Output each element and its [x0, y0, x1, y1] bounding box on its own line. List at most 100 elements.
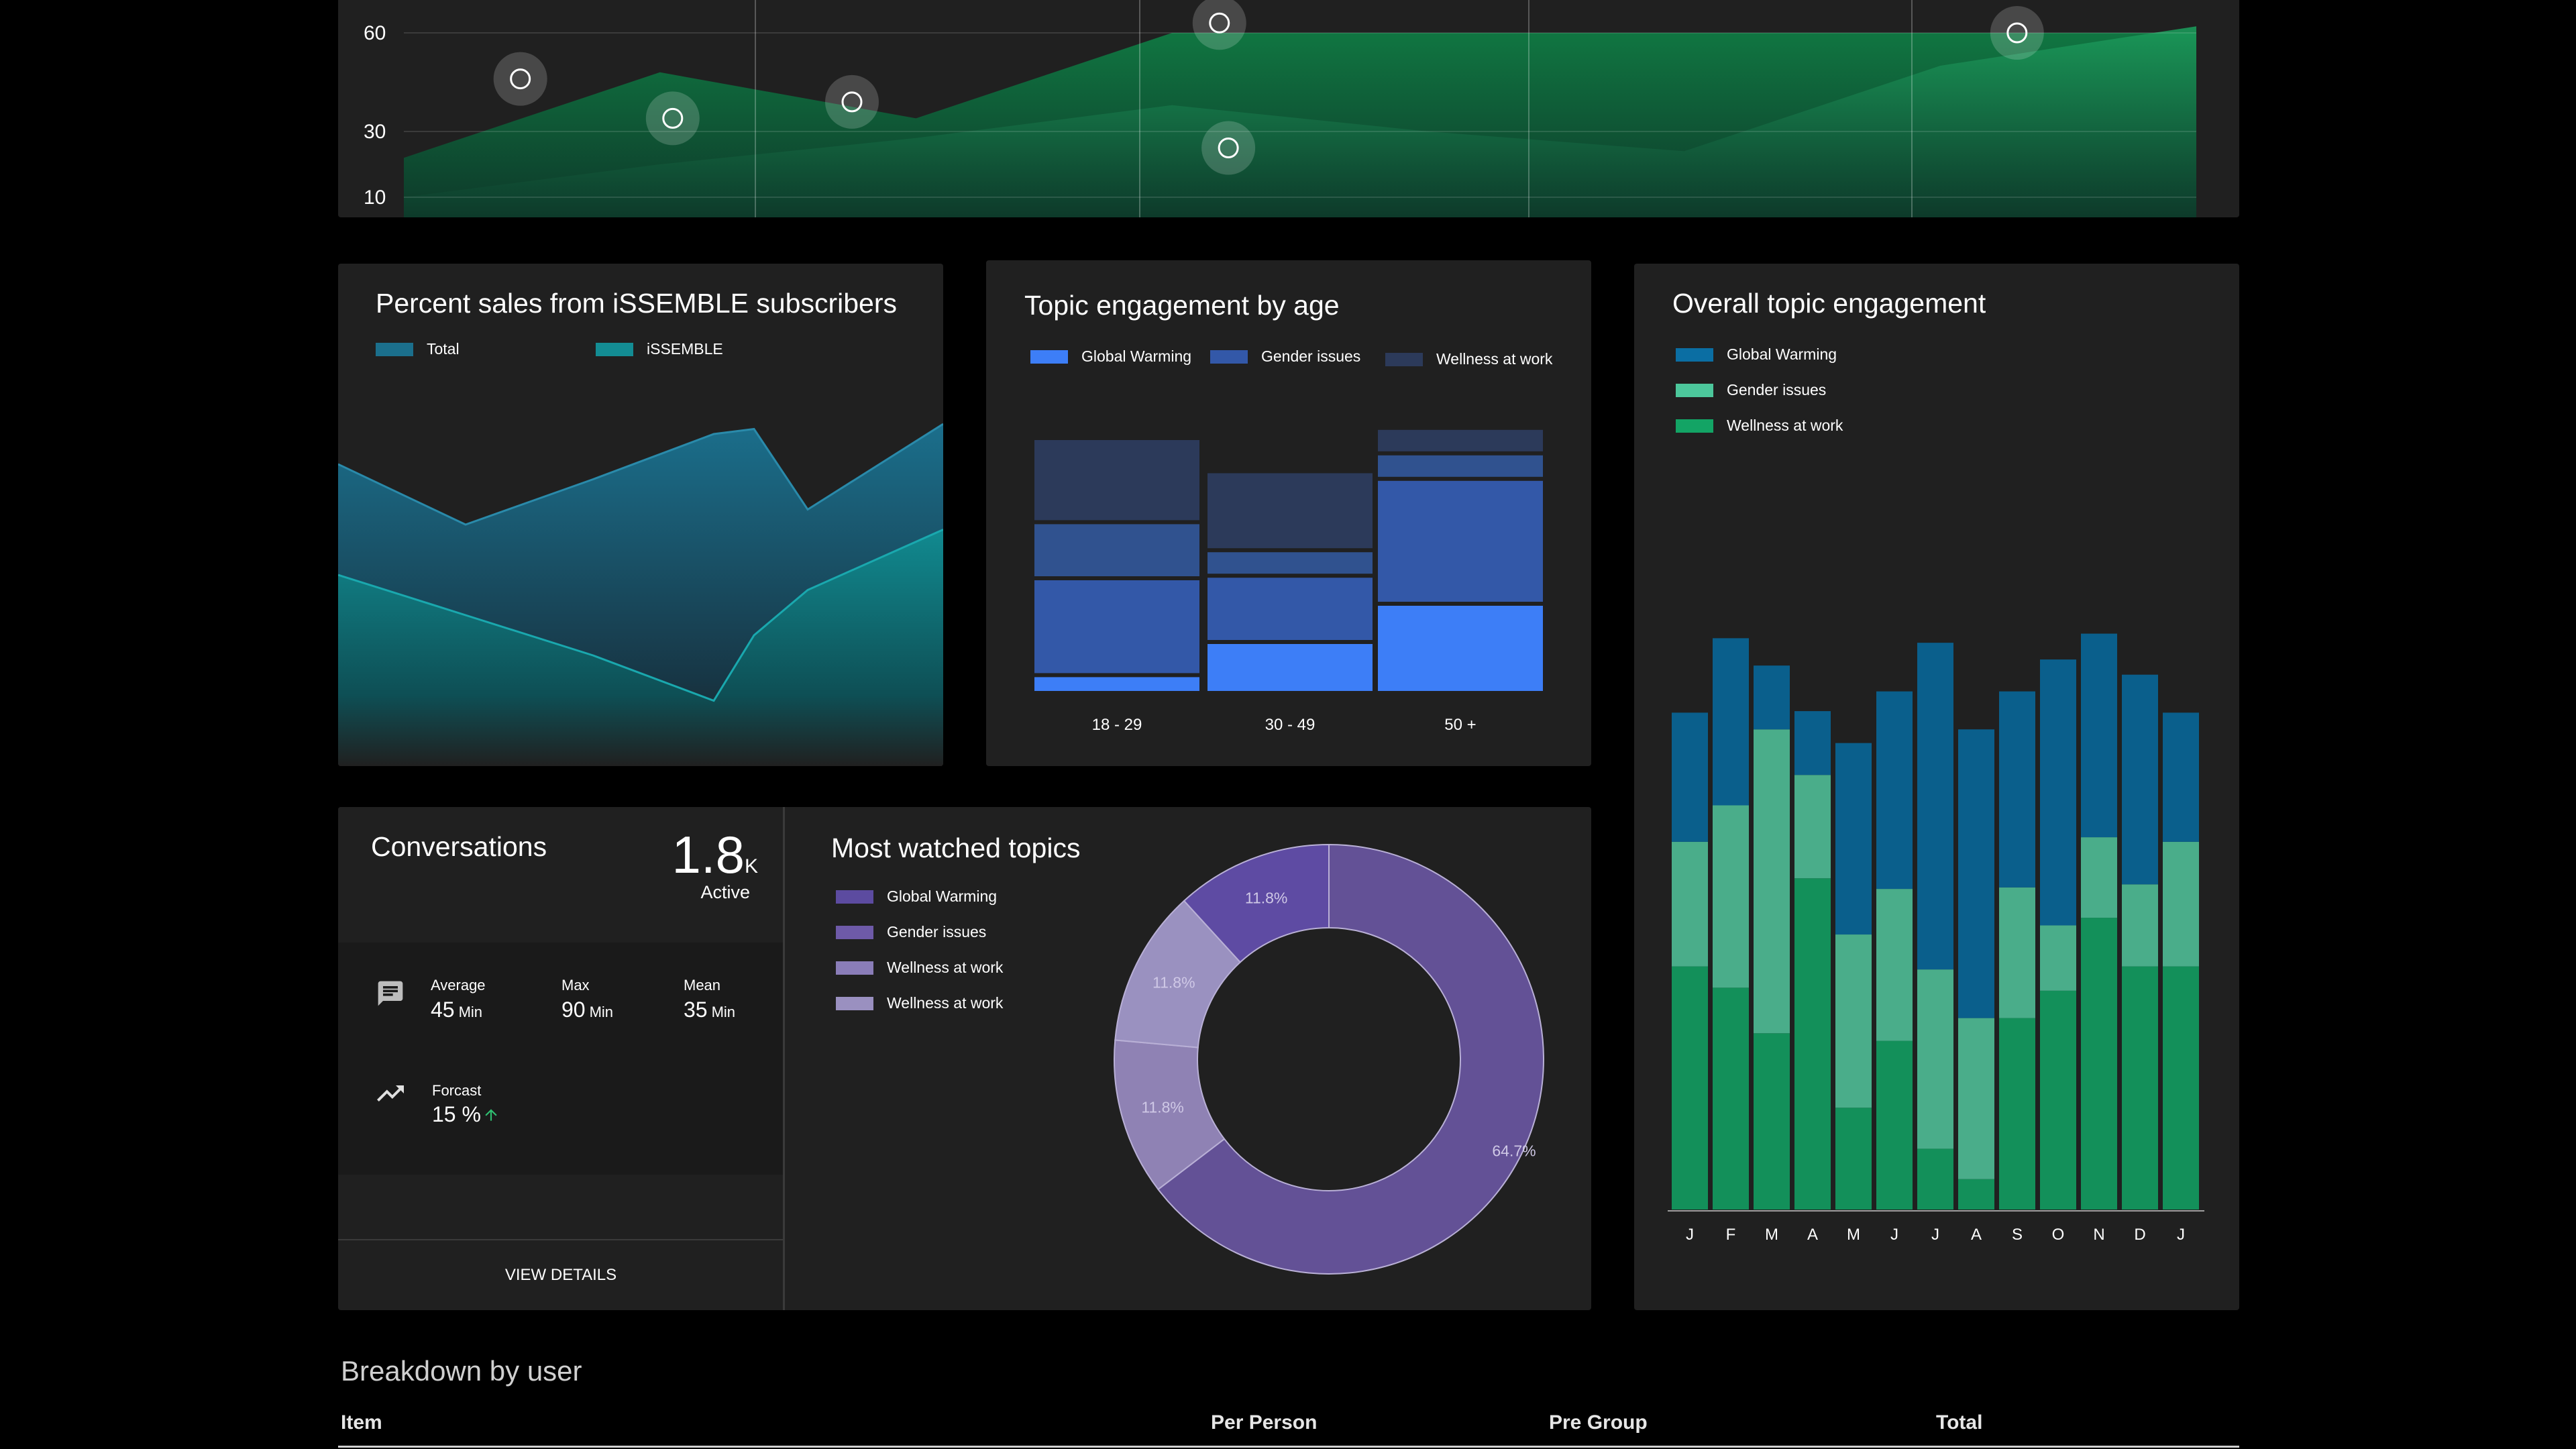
donut-slice: [1183, 843, 1330, 963]
top-area-chart-card: 10 30 60: [338, 0, 2239, 217]
age-bar-segment: [1208, 578, 1373, 640]
age-category-label: 18 - 29: [1092, 716, 1142, 734]
overall-bar-segment: [1713, 987, 1749, 1210]
max-label: Max: [561, 977, 590, 994]
overall-category-label: J: [1890, 1226, 1898, 1244]
overall-bar-segment: [1713, 805, 1749, 988]
overall-legend-global-warming: Global Warming: [1676, 345, 1837, 364]
forecast-label: Forcast: [432, 1082, 482, 1099]
overall-category-label: D: [2134, 1226, 2145, 1244]
overall-bar-segment: [2122, 966, 2158, 1210]
forecast-number: 15 %: [432, 1102, 481, 1126]
active-count: 1.8K: [672, 824, 758, 885]
overall-legend-gender-issues: Gender issues: [1676, 381, 1826, 399]
active-count-value: 1.8: [672, 825, 745, 884]
overall-bar-segment: [1794, 775, 1831, 879]
overall-bar-segment: [2040, 925, 2076, 991]
overall-category-label: M: [1847, 1226, 1860, 1244]
overall-bar-segment: [1958, 1179, 1994, 1210]
max-unit: Min: [589, 1004, 614, 1020]
conversations-body: [338, 943, 784, 1175]
overall-category-label: A: [1807, 1226, 1818, 1244]
donut-slice-label: 11.8%: [1245, 889, 1288, 906]
conversations-card: Conversations 1.8K Active Average 45 Min …: [338, 807, 784, 1310]
overall-category-label: N: [2093, 1226, 2104, 1244]
overall-category-label: S: [2012, 1226, 2023, 1244]
overall-bar-segment: [1672, 712, 1708, 842]
overall-bar-segment: [1876, 691, 1913, 890]
legend-label: Total: [427, 340, 460, 358]
breakdown-header-divider: [338, 1446, 2239, 1448]
age-stacked-bar-chart: 18 - 29 30 - 49 50 +: [1034, 429, 1543, 734]
age-bar-segment: [1378, 455, 1543, 477]
top-series-lower-area: [404, 26, 2196, 217]
conversations-title: Conversations: [371, 831, 547, 862]
legend-label: Wellness at work: [887, 994, 1004, 1012]
overall-bar-segment: [2163, 712, 2199, 842]
overall-bar-segment: [1876, 889, 1913, 1041]
overall-bar-segment: [1917, 643, 1953, 970]
age-bar-segment: [1208, 473, 1373, 549]
mean-label: Mean: [684, 977, 721, 994]
topics-legend-2: Wellness at work: [836, 959, 1003, 977]
age-card-title: Topic engagement by age: [1024, 290, 1340, 321]
overall-bar-segment: [2040, 990, 2076, 1210]
topics-legend-3: Wellness at work: [836, 994, 1003, 1012]
legend-swatch: [596, 342, 633, 356]
overall-category-label: J: [1931, 1226, 1939, 1244]
top-marker: [662, 107, 684, 129]
overall-bar-segment: [1835, 743, 1872, 935]
age-legend-wellness: Wellness at work: [1385, 350, 1552, 368]
top-marker-halo: [825, 74, 879, 129]
overall-bar-segment: [2081, 837, 2117, 918]
legend-label: Wellness at work: [1727, 417, 1843, 434]
overall-bar-segment: [1876, 1040, 1913, 1210]
breakdown-col-pre-group: Pre Group: [1549, 1411, 1648, 1434]
active-label: Active: [700, 882, 750, 902]
overall-bar-segment: [1917, 969, 1953, 1149]
overall-bar-segment: [1835, 1108, 1872, 1210]
mean-unit: Min: [711, 1004, 736, 1020]
sales-area-chart: [338, 423, 943, 766]
max-value: 90 Min: [561, 998, 613, 1022]
age-bar-segment: [1208, 552, 1373, 574]
age-bar-segment: [1034, 677, 1199, 691]
overall-bar-segment: [1713, 638, 1749, 806]
legend-swatch: [836, 961, 873, 975]
legend-label: iSSEMBLE: [647, 340, 723, 358]
overall-bar-segment: [2081, 918, 2117, 1210]
top-y-tick-label: 60: [364, 22, 386, 44]
breakdown-title: Breakdown by user: [341, 1355, 582, 1387]
sales-series-total-line: [338, 423, 943, 526]
topics-legend-1: Gender issues: [836, 923, 986, 941]
overall-bar-segment: [1958, 1018, 1994, 1179]
top-marker-halo: [1201, 121, 1256, 175]
average-label: Average: [431, 977, 486, 994]
sales-series-issemble: [338, 529, 943, 766]
overall-bar-segment: [1672, 966, 1708, 1210]
overall-bar-segment: [1958, 729, 1994, 1018]
overall-bar-segment: [2163, 841, 2199, 967]
legend-label: Gender issues: [1727, 381, 1827, 398]
legend-label: Gender issues: [887, 923, 987, 941]
top-marker-halo: [1192, 0, 1246, 50]
overall-category-label: J: [1686, 1226, 1694, 1244]
overall-bar-segment: [1999, 691, 2035, 888]
topics-card: Most watched topics Global Warming Gende…: [785, 807, 1591, 1310]
view-details-button[interactable]: VIEW DETAILS: [504, 1266, 617, 1284]
age-legend-global-warming: Global Warming: [1030, 347, 1191, 366]
legend-swatch: [836, 996, 873, 1010]
overall-bar-segment: [1794, 711, 1831, 775]
top-marker-halo: [645, 91, 700, 146]
sales-card-title: Percent sales from iSSEMBLE subscribers: [376, 288, 897, 319]
top-marker: [841, 91, 863, 113]
overall-bar-segment: [2040, 659, 2076, 926]
age-bar-segment: [1034, 440, 1199, 521]
legend-label: Wellness at work: [887, 959, 1004, 976]
age-bar-segment: [1378, 429, 1543, 451]
top-area-chart: 10 30 60: [364, 0, 2196, 217]
overall-card: Overall topic engagement Global Warming …: [1634, 264, 2239, 1310]
age-category-label: 50 +: [1444, 716, 1476, 734]
overall-category-label: A: [1971, 1226, 1982, 1244]
